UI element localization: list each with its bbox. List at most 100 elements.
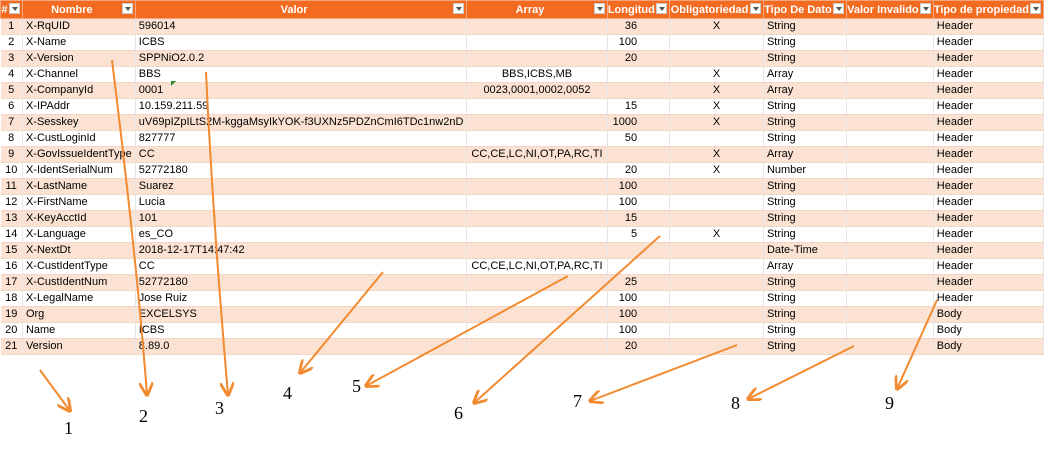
cell-num[interactable]: 19: [0, 306, 23, 323]
cell-valor[interactable]: Jose Ruiz: [135, 290, 468, 307]
cell-valor[interactable]: 52772180: [135, 162, 468, 179]
cell-array[interactable]: [466, 274, 608, 291]
cell-tipo-de-propiedad[interactable]: Header: [933, 178, 1044, 195]
cell-valor[interactable]: Lucia: [135, 194, 468, 211]
cell-obligatoriedad[interactable]: [669, 258, 764, 275]
cell-longitud[interactable]: 20: [607, 50, 671, 67]
cell-tipo-de-dato[interactable]: String: [763, 322, 847, 339]
cell-tipo-de-propiedad[interactable]: Header: [933, 114, 1044, 131]
cell-num[interactable]: 18: [0, 290, 23, 307]
cell-tipo-de-dato[interactable]: Array: [763, 146, 847, 163]
cell-tipo-de-dato[interactable]: String: [763, 290, 847, 307]
cell-valor[interactable]: ICBS: [135, 322, 468, 339]
cell-num[interactable]: 13: [0, 210, 23, 227]
cell-tipo-de-dato[interactable]: Array: [763, 82, 847, 99]
cell-obligatoriedad[interactable]: X: [669, 226, 764, 243]
cell-valor-invalido[interactable]: [846, 258, 934, 275]
cell-valor-invalido[interactable]: [846, 210, 934, 227]
cell-num[interactable]: 6: [0, 98, 23, 115]
cell-tipo-de-propiedad[interactable]: Header: [933, 290, 1044, 307]
cell-array[interactable]: [466, 34, 608, 51]
cell-tipo-de-propiedad[interactable]: Body: [933, 338, 1044, 355]
cell-nombre[interactable]: X-FirstName: [22, 194, 136, 211]
cell-num[interactable]: 15: [0, 242, 23, 259]
cell-tipo-de-propiedad[interactable]: Header: [933, 50, 1044, 67]
cell-array[interactable]: BBS,ICBS,MB: [466, 66, 608, 83]
cell-longitud[interactable]: 100: [607, 290, 671, 307]
cell-valor[interactable]: 827777: [135, 130, 468, 147]
column-header-array[interactable]: Array: [466, 0, 608, 19]
cell-num[interactable]: 21: [0, 338, 23, 355]
cell-tipo-de-dato[interactable]: String: [763, 194, 847, 211]
cell-obligatoriedad[interactable]: X: [669, 114, 764, 131]
cell-tipo-de-dato[interactable]: String: [763, 50, 847, 67]
cell-obligatoriedad[interactable]: [669, 130, 764, 147]
cell-array[interactable]: [466, 98, 608, 115]
filter-dropdown-icon[interactable]: [832, 3, 844, 14]
cell-valor[interactable]: CC: [135, 146, 468, 163]
cell-array[interactable]: [466, 322, 608, 339]
cell-array[interactable]: [466, 306, 608, 323]
cell-num[interactable]: 16: [0, 258, 23, 275]
cell-tipo-de-propiedad[interactable]: Header: [933, 18, 1044, 35]
cell-array[interactable]: [466, 130, 608, 147]
cell-longitud[interactable]: 20: [607, 162, 671, 179]
cell-longitud[interactable]: [607, 146, 671, 163]
cell-valor-invalido[interactable]: [846, 50, 934, 67]
cell-nombre[interactable]: X-Version: [22, 50, 136, 67]
cell-valor-invalido[interactable]: [846, 274, 934, 291]
cell-tipo-de-dato[interactable]: String: [763, 226, 847, 243]
cell-tipo-de-propiedad[interactable]: Body: [933, 306, 1044, 323]
cell-num[interactable]: 17: [0, 274, 23, 291]
cell-tipo-de-dato[interactable]: Array: [763, 258, 847, 275]
cell-tipo-de-dato[interactable]: String: [763, 274, 847, 291]
cell-longitud[interactable]: [607, 82, 671, 99]
cell-valor[interactable]: 8.89.0: [135, 338, 468, 355]
cell-nombre[interactable]: X-KeyAcctId: [22, 210, 136, 227]
cell-nombre[interactable]: X-IPAddr: [22, 98, 136, 115]
cell-valor-invalido[interactable]: [846, 338, 934, 355]
cell-obligatoriedad[interactable]: [669, 290, 764, 307]
cell-longitud[interactable]: 15: [607, 98, 671, 115]
cell-longitud[interactable]: 100: [607, 322, 671, 339]
cell-array[interactable]: [466, 226, 608, 243]
cell-longitud[interactable]: [607, 66, 671, 83]
cell-valor[interactable]: SPPNiO2.0.2: [135, 50, 468, 67]
cell-num[interactable]: 7: [0, 114, 23, 131]
cell-num[interactable]: 5: [0, 82, 23, 99]
cell-array[interactable]: 0023,0001,0002,0052: [466, 82, 608, 99]
cell-num[interactable]: 4: [0, 66, 23, 83]
cell-longitud[interactable]: 36: [607, 18, 671, 35]
cell-obligatoriedad[interactable]: X: [669, 18, 764, 35]
cell-num[interactable]: 20: [0, 322, 23, 339]
cell-valor[interactable]: EXCELSYS: [135, 306, 468, 323]
cell-nombre[interactable]: Name: [22, 322, 136, 339]
cell-valor-invalido[interactable]: [846, 18, 934, 35]
cell-tipo-de-dato[interactable]: String: [763, 34, 847, 51]
cell-valor[interactable]: Suarez: [135, 178, 468, 195]
cell-tipo-de-dato[interactable]: Array: [763, 66, 847, 83]
cell-tipo-de-dato[interactable]: String: [763, 18, 847, 35]
cell-valor-invalido[interactable]: [846, 178, 934, 195]
cell-nombre[interactable]: X-LegalName: [22, 290, 136, 307]
cell-tipo-de-propiedad[interactable]: Header: [933, 274, 1044, 291]
cell-tipo-de-propiedad[interactable]: Header: [933, 194, 1044, 211]
cell-longitud[interactable]: [607, 258, 671, 275]
filter-dropdown-icon[interactable]: [1030, 3, 1041, 14]
column-header-num[interactable]: #: [0, 0, 23, 19]
column-header-obligatoriedad[interactable]: Obligatoriedad: [669, 0, 764, 19]
cell-tipo-de-dato[interactable]: String: [763, 130, 847, 147]
cell-array[interactable]: [466, 338, 608, 355]
cell-array[interactable]: [466, 194, 608, 211]
cell-tipo-de-propiedad[interactable]: Header: [933, 242, 1044, 259]
cell-valor-invalido[interactable]: [846, 98, 934, 115]
cell-num[interactable]: 14: [0, 226, 23, 243]
cell-nombre[interactable]: X-CustLoginId: [22, 130, 136, 147]
cell-nombre[interactable]: Version: [22, 338, 136, 355]
cell-tipo-de-propiedad[interactable]: Header: [933, 258, 1044, 275]
cell-obligatoriedad[interactable]: X: [669, 66, 764, 83]
cell-valor-invalido[interactable]: [846, 146, 934, 163]
cell-valor[interactable]: ICBS: [135, 34, 468, 51]
cell-tipo-de-propiedad[interactable]: Header: [933, 34, 1044, 51]
cell-valor-invalido[interactable]: [846, 34, 934, 51]
